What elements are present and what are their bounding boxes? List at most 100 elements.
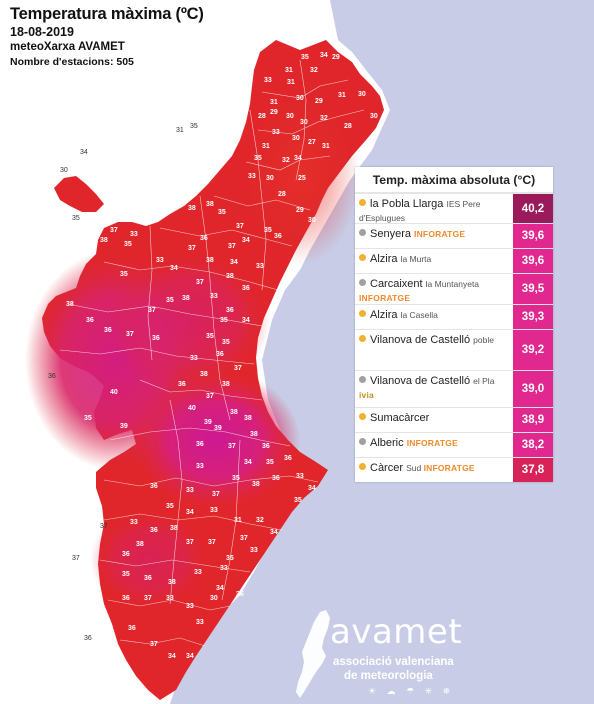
station-temp-label: 30 — [300, 119, 308, 126]
network-tag: INFORATGE — [414, 229, 466, 239]
station-subname: IES Pere d'Esplugues — [359, 199, 481, 223]
station-temp-label: 38 — [244, 415, 252, 422]
station-temp-label: 33 — [250, 547, 258, 554]
station-temp-label: 34 — [216, 585, 224, 592]
heat-zone-center — [130, 370, 300, 510]
exclave-shape — [54, 176, 104, 212]
station-temp-label: 35 — [264, 227, 272, 234]
logo-region-silhouette — [296, 610, 330, 698]
outside-temp-label: 31 — [176, 127, 184, 134]
ranking-row: Carcaixent la Muntanyeta INFORATGE 39,5 — [355, 273, 553, 304]
station-temp-label: 39 — [214, 425, 222, 432]
station-temp-label: 33 — [190, 355, 198, 362]
map-title: Temperatura màxima (ºC) — [10, 5, 204, 23]
ranking-row: Alzira la Murta 39,6 — [355, 248, 553, 273]
station-temp-label: 37 — [126, 331, 134, 338]
station-temp-label: 33 — [220, 565, 228, 572]
station-subname: la Murta — [400, 254, 432, 264]
station-temp-label: 37 — [196, 279, 204, 286]
station-cell: Sumacàrcer — [355, 408, 513, 432]
outside-temp-label: 37 — [100, 523, 108, 530]
ranking-row: la Pobla Llarga IES Pere d'Esplugues 40,… — [355, 193, 553, 223]
station-temp-label: 38 — [66, 301, 74, 308]
station-temp-label: 36 — [274, 233, 282, 240]
station-count: Nombre d'estacions: 505 — [10, 56, 134, 68]
station-temp-label: 38 — [222, 381, 230, 388]
station-temp-label: 32 — [282, 157, 290, 164]
station-temp-label: 31 — [234, 517, 242, 524]
station-status-dot — [359, 335, 366, 342]
cool-zone-coast — [240, 85, 360, 265]
station-temp-label: 38 — [200, 371, 208, 378]
station-name: Vilanova de Castelló — [370, 375, 474, 387]
station-name: Sumacàrcer — [370, 412, 430, 424]
station-temp-label: 38 — [170, 525, 178, 532]
logo-wordmark: avamet — [330, 612, 463, 652]
station-temp-label: 33 — [130, 231, 138, 238]
station-temp-label: 32 — [320, 115, 328, 122]
station-temp-label: 37 — [236, 223, 244, 230]
station-cell: la Pobla Llarga IES Pere d'Esplugues — [355, 194, 513, 223]
network-tag: INFORATGE — [359, 293, 411, 303]
station-temp-label: 37 — [150, 641, 158, 648]
station-temp-label: 35 — [232, 475, 240, 482]
weather-icons-row: ☀ ☁ ☂ ✳ ❄ — [368, 686, 455, 696]
station-temp-label: 33 — [194, 569, 202, 576]
station-temp-label: 38 — [230, 409, 238, 416]
station-temp-label: 34 — [242, 317, 250, 324]
station-temp-label: 39 — [120, 423, 128, 430]
outside-temp-label: 35 — [190, 123, 198, 130]
station-temp-label: 29 — [296, 207, 304, 214]
station-temp-label: 36 — [122, 595, 130, 602]
station-temp-label: 34 — [270, 529, 278, 536]
outside-temp-label: 35 — [72, 215, 80, 222]
station-temp-label: 30 — [308, 217, 316, 224]
station-temp-label: 28 — [258, 113, 266, 120]
station-temp-label: 33 — [264, 77, 272, 84]
station-name: Alberic — [370, 437, 407, 449]
network-tag: INFORATGE — [406, 438, 458, 448]
station-temp-label: 34 — [230, 259, 238, 266]
station-temp-label: 37 — [148, 307, 156, 314]
station-temp-label: 31 — [262, 143, 270, 150]
station-temp-label: 33 — [272, 129, 280, 136]
station-temp-label: 36 — [216, 351, 224, 358]
station-temp-label: 25 — [298, 175, 306, 182]
station-temp-label: 38 — [182, 295, 190, 302]
ranking-row: Càrcer Sud INFORATGE 37,8 — [355, 457, 553, 482]
station-temp-label: 37 — [228, 243, 236, 250]
station-temp-label: 37 — [234, 365, 242, 372]
max-temp-value: 38,9 — [513, 408, 553, 432]
station-temp-label: 36 — [86, 317, 94, 324]
station-name: la Pobla Llarga — [370, 198, 447, 210]
station-temp-label: 38 — [206, 201, 214, 208]
station-temp-label: 34 — [170, 265, 178, 272]
station-temp-label: 33 — [256, 263, 264, 270]
heat-zone-mid — [110, 250, 270, 390]
station-status-dot — [359, 310, 366, 317]
ranking-row: Vilanova de Castelló poble 39,2 — [355, 329, 553, 370]
station-temp-label: 29 — [270, 109, 278, 116]
ranking-row: Vilanova de Castelló el Pla ivia 39,0 — [355, 370, 553, 407]
station-status-dot — [359, 376, 366, 383]
station-temp-label: 33 — [186, 487, 194, 494]
ranking-row: Alzira la Casella 39,3 — [355, 304, 553, 329]
station-cell: Senyera INFORATGE — [355, 224, 513, 248]
station-temp-label: 33 — [248, 173, 256, 180]
station-temp-label: 34 — [242, 237, 250, 244]
station-temp-label: 38 — [206, 257, 214, 264]
station-name: Carcaixent — [370, 278, 426, 290]
station-status-dot — [359, 279, 366, 286]
station-temp-label: 36 — [262, 443, 270, 450]
station-cell: Vilanova de Castelló el Pla ivia — [355, 371, 513, 407]
network-tag: ivia — [359, 390, 374, 400]
station-temp-label: 33 — [186, 603, 194, 610]
station-temp-label: 27 — [308, 139, 316, 146]
station-status-dot — [359, 438, 366, 445]
station-temp-label: 37 — [212, 491, 220, 498]
station-temp-label: 33 — [156, 257, 164, 264]
station-temp-label: 33 — [210, 293, 218, 300]
station-temp-label: 30 — [370, 113, 378, 120]
station-temp-label: 33 — [296, 473, 304, 480]
